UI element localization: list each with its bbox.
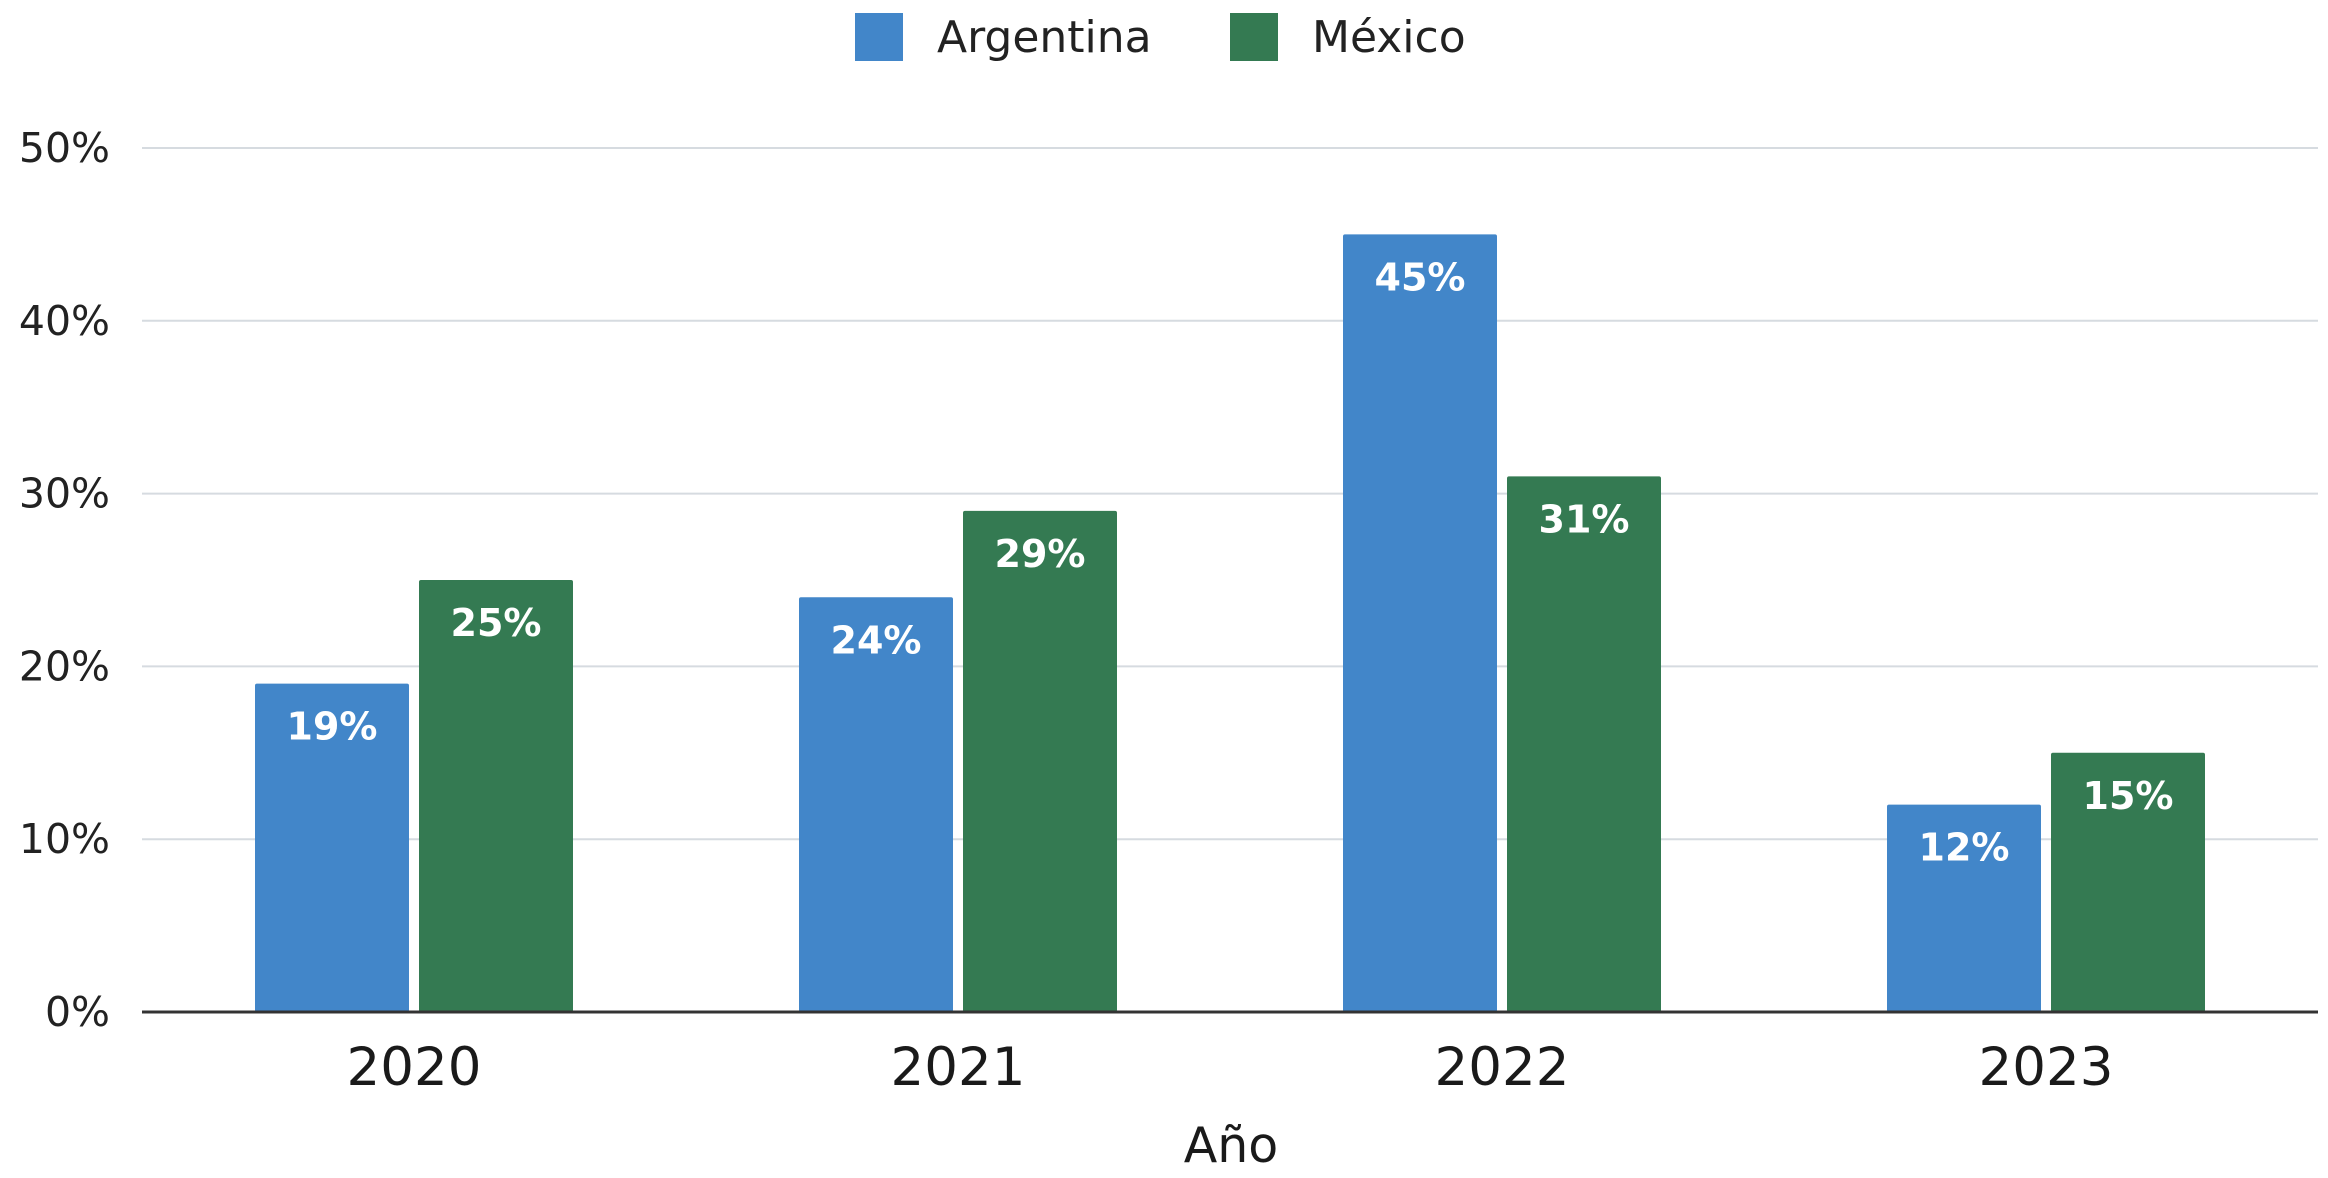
bar-m-xico-2023 — [2051, 752, 2205, 1012]
y-axis-tick-labels: 0% 10% 20% 30% 40% 50% — [19, 124, 110, 1036]
legend-label: Argentina — [937, 12, 1152, 63]
legend: Argentina México — [855, 12, 1466, 63]
bar-argentina-2023 — [1887, 804, 2041, 1012]
data-label: 25% — [451, 601, 542, 645]
y-tick-label: 10% — [19, 815, 110, 863]
bar-m-xico-2022 — [1507, 476, 1661, 1012]
bar-argentina-2022 — [1343, 234, 1497, 1012]
bar-argentina-2021 — [799, 597, 953, 1012]
y-tick-label: 40% — [19, 297, 110, 345]
x-axis-title: Año — [1184, 1117, 1279, 1174]
y-tick-label: 50% — [19, 124, 110, 172]
data-labels: 19% 25% 24% 29% 45% 31% 12% 15% — [287, 255, 2174, 869]
y-tick-label: 0% — [45, 988, 110, 1036]
data-label: 31% — [1539, 497, 1630, 541]
bar-argentina-2020 — [255, 683, 409, 1012]
y-tick-label: 30% — [19, 470, 110, 518]
bar-m-xico-2020 — [419, 580, 573, 1012]
data-label: 19% — [287, 705, 378, 749]
data-label: 29% — [995, 532, 1086, 576]
legend-label: México — [1312, 12, 1466, 63]
x-tick-label: 2022 — [1435, 1037, 1570, 1098]
data-label: 24% — [831, 618, 922, 662]
legend-swatch — [855, 13, 903, 61]
bar-m-xico-2021 — [963, 510, 1117, 1012]
y-tick-label: 20% — [19, 642, 110, 690]
bars — [255, 234, 2205, 1012]
data-label: 12% — [1919, 826, 2010, 870]
x-tick-label: 2021 — [891, 1037, 1026, 1098]
data-label: 15% — [2083, 774, 2174, 818]
x-axis-tick-labels: 2020 2021 2022 2023 — [347, 1037, 2114, 1098]
legend-swatch — [1230, 13, 1278, 61]
data-label: 45% — [1375, 255, 1466, 299]
x-tick-label: 2023 — [1979, 1037, 2114, 1098]
x-tick-label: 2020 — [347, 1037, 482, 1098]
